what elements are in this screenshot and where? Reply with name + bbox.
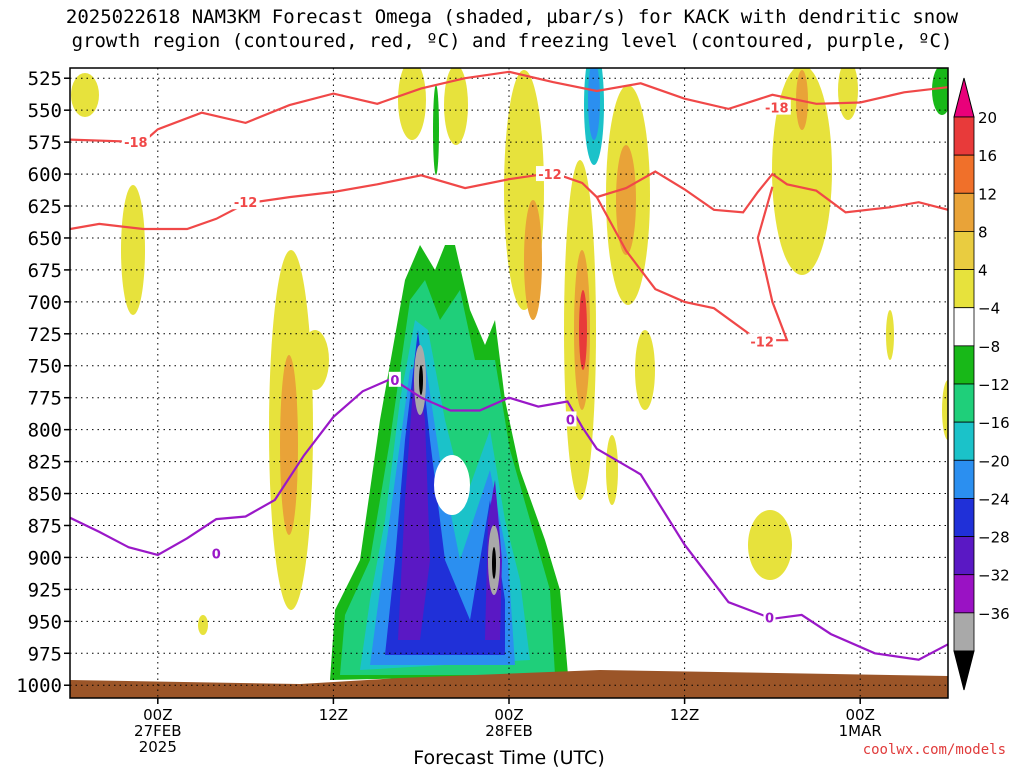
contour-label-bg [564, 411, 577, 427]
y-tick-label: 925 [28, 579, 62, 601]
y-tick-label: 975 [28, 643, 62, 665]
y-tick-label: 650 [28, 228, 62, 250]
contour-layer: -18 -18 -12 -12 -12 0 0 0 0 [70, 70, 948, 661]
colorbar-swatch [953, 459, 975, 499]
contour-label-bg [121, 134, 150, 150]
colorbar-swatch [953, 269, 975, 309]
y-tick-label: 550 [28, 100, 62, 122]
y-tick-label: 775 [28, 388, 62, 410]
y-tick-label: 625 [28, 196, 62, 218]
y-tick-label: 875 [28, 515, 62, 537]
contour-minus12-lower [595, 186, 789, 342]
contour-minus18 [70, 70, 948, 144]
colorbar-label: −16 [978, 414, 1010, 432]
colorbar-label: 16 [978, 147, 997, 165]
y-tick-label: 900 [28, 547, 62, 569]
contour-minus12 [70, 170, 948, 231]
contour-freezing-level [70, 377, 948, 661]
grid-lines [70, 68, 948, 698]
x-tick-label: 00Z [143, 706, 172, 724]
contour-label-minus12: -12 [234, 196, 258, 211]
colorbar-lower-arrow [953, 650, 975, 691]
colorbar-label: −24 [978, 490, 1010, 508]
contour-label-zero: 0 [390, 374, 399, 389]
colorbar-upper-arrow [953, 77, 975, 118]
contour-label-minus18: -18 [124, 136, 148, 151]
colorbar-label: −8 [978, 338, 1000, 356]
colorbar-swatch [953, 307, 975, 347]
contour-label-bg [388, 371, 401, 387]
x-tick-label: 27FEB [134, 722, 181, 740]
colorbar-swatch [953, 612, 975, 652]
x-tick-label: 28FEB [485, 722, 532, 740]
y-tick-label: 750 [28, 356, 62, 378]
contour-label-minus12: -12 [538, 168, 562, 183]
colorbar-label: −12 [978, 376, 1010, 394]
y-tick-label: 700 [28, 292, 62, 314]
contour-label-bg [535, 166, 564, 182]
colorbar-label: 12 [978, 185, 997, 203]
colorbar-swatch [953, 421, 975, 461]
colorbar-swatch [953, 192, 975, 232]
contour-label-minus18: -18 [765, 102, 789, 117]
x-tick-label: 12Z [319, 706, 348, 724]
colorbar-label: 4 [978, 262, 988, 280]
contour-label-bg [231, 194, 260, 210]
colorbar-swatch [953, 231, 975, 270]
y-tick-label: 800 [28, 420, 62, 442]
colorbar-label: −28 [978, 529, 1010, 547]
colorbar-swatch [953, 116, 975, 156]
colorbar-swatch [953, 498, 975, 537]
contour-label-bg [762, 99, 791, 115]
x-tick-label: 2025 [139, 738, 177, 756]
y-tick-label: 850 [28, 484, 62, 506]
x-tick-label: 00Z [846, 706, 875, 724]
colorbar-swatch [953, 574, 975, 614]
y-tick-label: 725 [28, 324, 62, 346]
y-tick-label: 950 [28, 611, 62, 633]
contour-label-bg [210, 545, 223, 561]
y-tick-label: 575 [28, 132, 62, 154]
contour-label-zero: 0 [765, 611, 774, 626]
contour-label-zero: 0 [212, 548, 221, 563]
y-tick-label: 825 [28, 452, 62, 474]
colorbar-label: −36 [978, 605, 1010, 623]
x-tick-label: 1MAR [839, 722, 882, 740]
colorbar-swatch [953, 383, 975, 423]
y-tick-label: 1000 [16, 675, 62, 697]
y-axis: 525 550 575 600 625 650 675 700 725 750 775 800 825 8… [16, 68, 70, 697]
colorbar-label: 8 [978, 223, 988, 241]
colorbar-label: −4 [978, 300, 1000, 318]
colorbar-swatch [953, 154, 975, 194]
x-tick-label: 00Z [494, 706, 523, 724]
colorbar-label: −20 [978, 452, 1010, 470]
y-tick-label: 525 [28, 68, 62, 90]
contour-label-zero: 0 [566, 413, 575, 428]
colorbar: 20 16 12 8 4 −4 −8 −12 −16 −20 −24 −28 −32 −36 [953, 77, 1010, 691]
contour-label-minus12: -12 [750, 335, 774, 350]
x-axis-label: Forecast Time (UTC) [413, 747, 604, 768]
chart-title-line2: growth region (contoured, red, ºC) and f… [71, 30, 953, 52]
omega-shading [71, 68, 948, 680]
y-tick-label: 675 [28, 260, 62, 282]
contour-label-bg [748, 333, 777, 349]
colorbar-label: 20 [978, 109, 997, 127]
credit-text: coolwx.com/models [862, 742, 1006, 758]
colorbar-label: −32 [978, 567, 1010, 585]
colorbar-swatch [953, 536, 975, 576]
y-tick-label: 600 [28, 164, 62, 186]
chart-title-line1: 2025022618 NAM3KM Forecast Omega (shaded… [65, 6, 959, 28]
x-tick-label: 12Z [670, 706, 699, 724]
colorbar-swatch [953, 345, 975, 385]
contour-label-bg [763, 609, 776, 625]
